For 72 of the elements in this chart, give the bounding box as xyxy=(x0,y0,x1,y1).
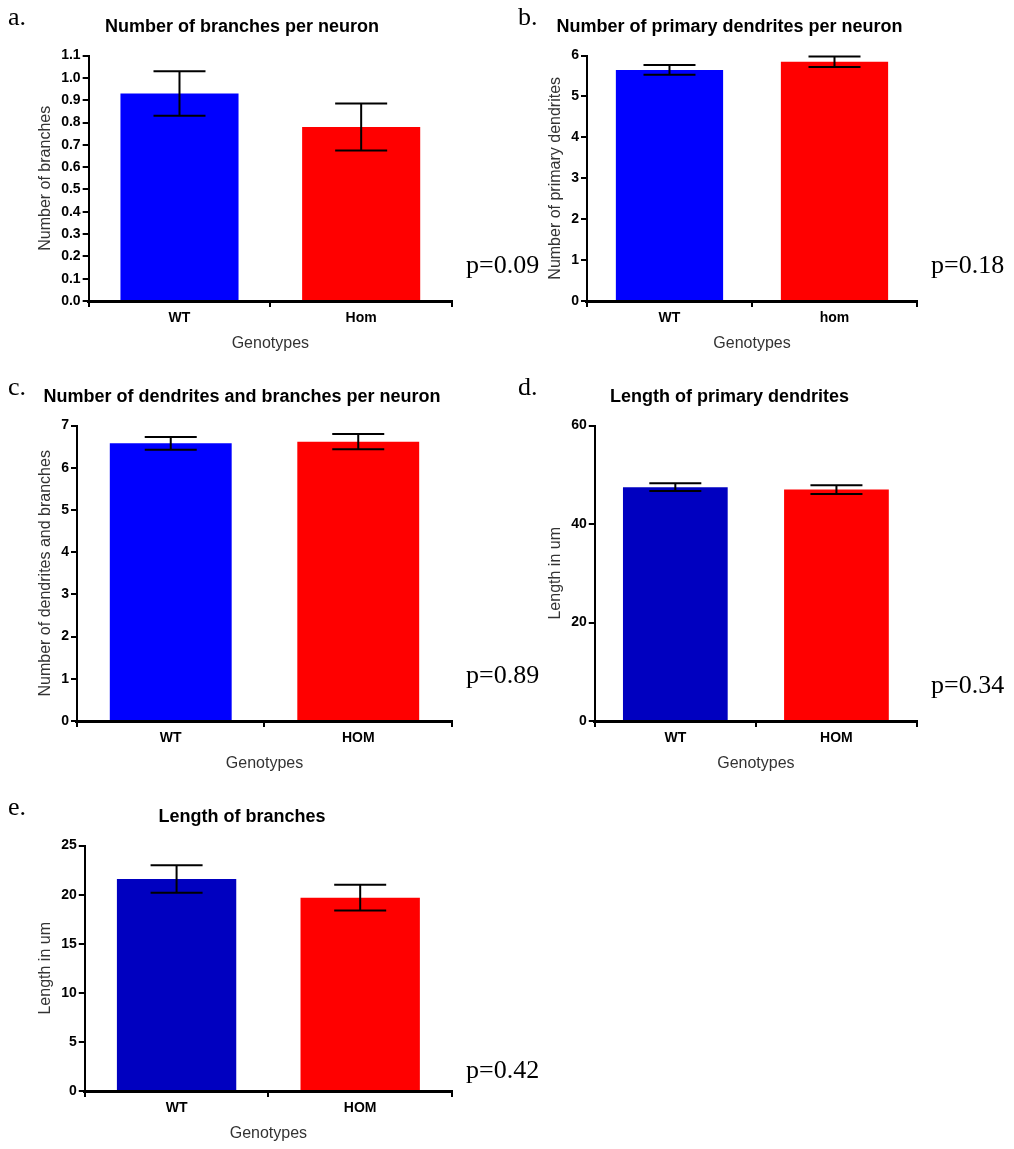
y-tick-label: 0.5 xyxy=(61,180,81,197)
y-tick-label: 0 xyxy=(571,291,580,308)
y-tick-label: 0.0 xyxy=(61,291,81,308)
y-tick-label: 0.8 xyxy=(61,113,81,130)
chart-title: Number of branches per neuron xyxy=(104,15,380,36)
y-tick-label: 1.0 xyxy=(61,68,81,85)
y-tick-label: 60 xyxy=(571,416,587,433)
text: e. xyxy=(8,792,27,822)
y-tick-label: 2 xyxy=(61,627,70,644)
text: p=0.09 xyxy=(466,250,540,280)
x-tick-label: HOM xyxy=(341,729,375,746)
y-tick-label: 0.7 xyxy=(61,135,81,152)
y-tick-label: 5 xyxy=(68,1032,77,1049)
y-tick-label: 3 xyxy=(61,585,70,602)
y-tick-label: 5 xyxy=(571,87,580,104)
text: p=0.89 xyxy=(466,660,540,690)
y-tick-label: 6 xyxy=(571,46,580,63)
x-axis-title: Genotypes xyxy=(717,753,795,771)
x-axis-title: Genotypes xyxy=(225,753,304,771)
x-axis-title: Genotypes xyxy=(713,333,791,351)
y-tick-label: 40 xyxy=(571,514,587,531)
y-tick-label: 5 xyxy=(61,500,70,517)
x-tick-label: WT xyxy=(658,309,681,326)
text: p=0.42 xyxy=(466,1055,540,1085)
y-tick-label: 0 xyxy=(578,711,587,728)
y-tick-label: 1 xyxy=(61,669,70,686)
y-tick-label: 10 xyxy=(61,983,77,1000)
y-tick-label: 0.6 xyxy=(61,158,81,174)
chart-title: Number of primary dendrites per neuron xyxy=(556,15,903,36)
y-tick-label: 0.1 xyxy=(61,269,81,286)
x-tick-label: Hom xyxy=(345,309,377,326)
chart-title: Length of primary dendrites xyxy=(609,385,850,406)
text: p=0.34 xyxy=(931,670,1005,700)
text: a. xyxy=(8,2,27,32)
x-tick-label: WT xyxy=(165,1099,188,1116)
y-axis-title: Number of branches xyxy=(36,105,54,251)
y-axis-title: Number of primary dendrites xyxy=(546,76,564,280)
y-tick-label: 4 xyxy=(571,128,580,145)
y-axis-title: Length in um xyxy=(546,527,564,620)
y-tick-label: 0 xyxy=(61,711,70,728)
text: d. xyxy=(518,372,538,402)
y-tick-label: 1.1 xyxy=(61,46,81,63)
x-axis-title: Genotypes xyxy=(229,1123,308,1141)
x-tick-label: HOM xyxy=(820,729,853,746)
y-tick-label: 2 xyxy=(571,210,580,227)
chart-title: Length of branches xyxy=(158,805,326,826)
x-axis-title: Genotypes xyxy=(231,333,310,351)
y-tick-label: 20 xyxy=(61,885,77,902)
y-tick-label: 0.9 xyxy=(61,91,81,108)
x-tick-label: hom xyxy=(819,309,850,326)
x-tick-label: WT xyxy=(664,729,687,746)
y-tick-label: 6 xyxy=(61,458,70,475)
y-tick-label: 0.2 xyxy=(61,247,81,264)
x-tick-label: WT xyxy=(159,729,183,746)
y-tick-label: 3 xyxy=(571,169,580,186)
y-tick-label: 0.4 xyxy=(61,202,81,219)
y-tick-label: 1 xyxy=(571,250,580,267)
y-tick-label: 4 xyxy=(61,543,70,560)
x-tick-label: WT xyxy=(168,309,191,326)
y-tick-label: 7 xyxy=(61,416,70,433)
text: b. xyxy=(518,2,538,32)
chart-title: Number of dendrites and branches per neuron xyxy=(43,385,441,406)
y-tick-label: 15 xyxy=(61,934,77,951)
y-tick-label: 20 xyxy=(571,613,587,630)
y-tick-label: 25 xyxy=(61,836,77,853)
y-axis-title: Length in um xyxy=(36,922,54,1015)
y-tick-label: 0 xyxy=(68,1081,77,1098)
text: c. xyxy=(8,372,27,402)
y-tick-label: 0.3 xyxy=(61,224,81,241)
x-tick-label: HOM xyxy=(343,1099,377,1116)
text: p=0.18 xyxy=(931,250,1005,280)
y-axis-title: Number of dendrites and branches xyxy=(36,450,54,697)
